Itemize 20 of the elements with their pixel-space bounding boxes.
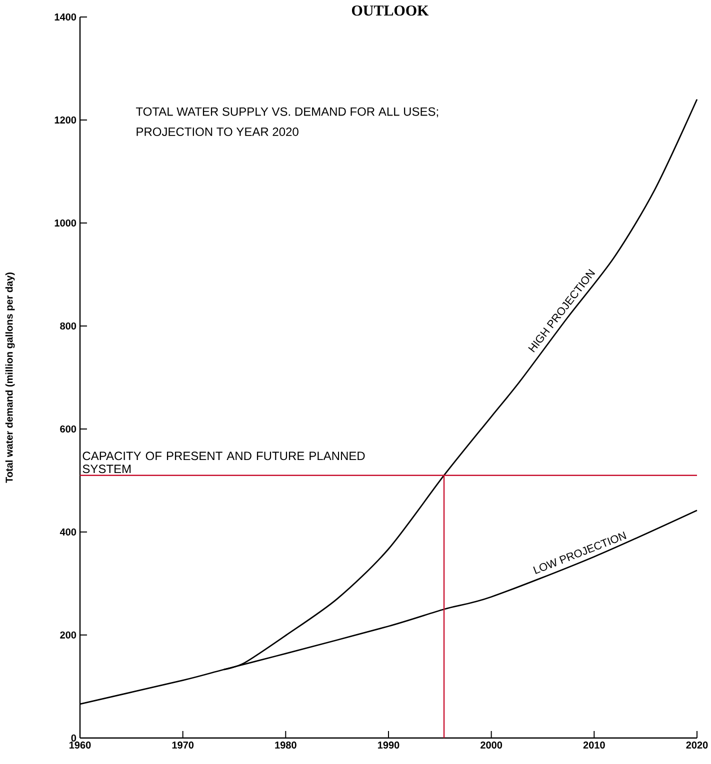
- y-tick-label: 600: [60, 425, 76, 433]
- annotation: PROJECTION TO YEAR 2020: [136, 128, 298, 136]
- x-tick-label: 2000: [480, 742, 502, 749]
- y-tick-label: 400: [60, 528, 76, 536]
- x-tick-label: 2010: [583, 742, 605, 749]
- y-tick-label: 800: [60, 322, 76, 330]
- x-tick-label: 1960: [70, 742, 91, 749]
- x-tick-label: 2020: [686, 742, 708, 749]
- y-tick-label: 1000: [54, 219, 76, 227]
- x-tick-label: 1990: [378, 742, 400, 749]
- ref-line-label: CAPACITY OF PRESENT AND FUTURE PLANNED SYSTEM: [82, 452, 365, 474]
- y-tick-label: 0: [71, 734, 76, 742]
- x-tick-label: 1970: [172, 742, 194, 749]
- y-axis-title: Total water demand (million gallons per day): [5, 272, 15, 483]
- y-tick-label: 1400: [54, 13, 76, 21]
- x-tick-label: 1980: [275, 742, 296, 749]
- annotation: TOTAL WATER SUPPLY VS. DEMAND FOR ALL USES;: [136, 107, 438, 118]
- y-tick-label: 200: [60, 631, 76, 639]
- chart-title: OUTLOOK: [352, 6, 429, 16]
- y-tick-label: 1200: [54, 116, 76, 124]
